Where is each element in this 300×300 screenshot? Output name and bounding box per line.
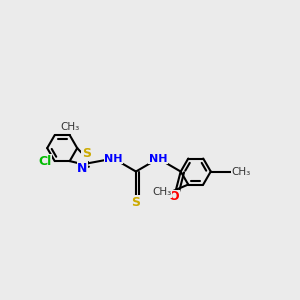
Text: NH: NH	[104, 154, 123, 164]
Text: S: S	[82, 147, 91, 160]
Text: CH₃: CH₃	[60, 122, 79, 132]
Text: CH₃: CH₃	[152, 187, 172, 197]
Text: O: O	[169, 190, 179, 203]
Text: N: N	[77, 162, 88, 175]
Text: CH₃: CH₃	[231, 167, 250, 176]
Text: Cl: Cl	[38, 154, 51, 168]
Text: S: S	[131, 196, 140, 209]
Text: NH: NH	[149, 154, 167, 164]
